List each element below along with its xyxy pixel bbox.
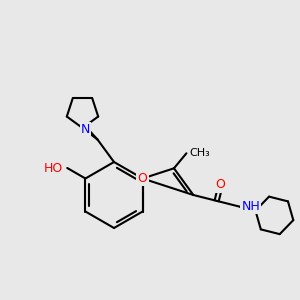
- Text: CH₃: CH₃: [189, 148, 210, 158]
- Text: O: O: [216, 178, 226, 191]
- Text: HO: HO: [44, 161, 63, 175]
- Text: O: O: [138, 172, 148, 185]
- Text: N: N: [81, 123, 90, 136]
- Text: NH: NH: [242, 200, 260, 213]
